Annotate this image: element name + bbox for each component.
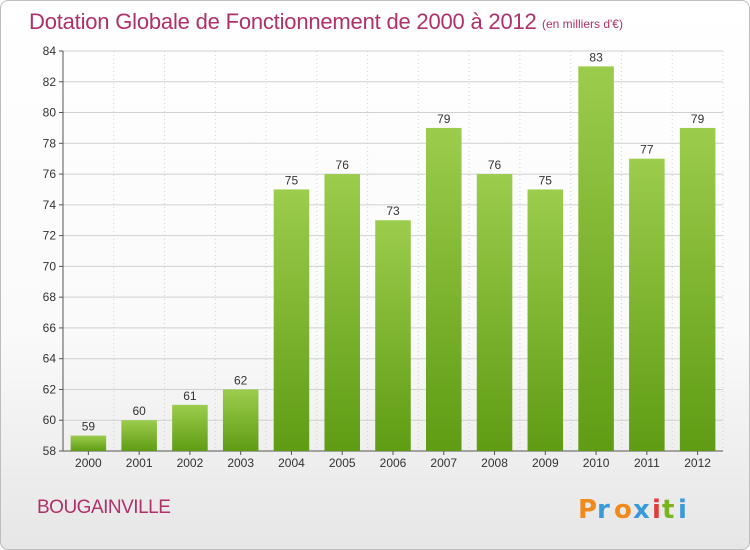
bar-value-label: 79 <box>437 112 451 126</box>
bar <box>476 174 513 452</box>
bar-value-label: 83 <box>589 50 603 64</box>
svg-text:P: P <box>578 495 597 525</box>
x-tick-label: 2001 <box>126 456 153 470</box>
svg-text:i: i <box>652 495 661 525</box>
y-tick-label: 76 <box>43 167 57 181</box>
x-tick-label: 2006 <box>380 456 407 470</box>
bar <box>324 174 360 452</box>
y-tick-label: 64 <box>43 352 57 366</box>
bar-value-label: 77 <box>640 143 654 157</box>
svg-text:x: x <box>633 495 650 525</box>
svg-text:i: i <box>678 495 687 525</box>
bar-value-label: 60 <box>132 404 146 418</box>
x-tick-label: 2000 <box>75 456 102 470</box>
bar-value-label: 75 <box>285 173 299 187</box>
x-tick-label: 2010 <box>583 456 610 470</box>
bar <box>172 404 208 451</box>
bar-value-label: 62 <box>234 373 248 387</box>
y-tick-label: 66 <box>43 321 57 335</box>
bar <box>629 158 665 451</box>
x-tick-label: 2011 <box>634 456 660 470</box>
bar <box>426 127 462 451</box>
x-tick-label: 2002 <box>177 456 204 470</box>
y-tick-label: 82 <box>43 75 57 89</box>
y-tick-label: 74 <box>43 198 57 212</box>
x-tick-label: 2012 <box>684 456 711 470</box>
x-tick-label: 2009 <box>532 456 559 470</box>
y-tick-label: 84 <box>43 44 57 58</box>
bar-value-label: 59 <box>82 420 96 434</box>
bar-value-label: 76 <box>336 158 350 172</box>
chart-title: Dotation Globale de Fonctionnement de 20… <box>29 9 537 34</box>
bar <box>375 220 411 451</box>
x-tick-label: 2008 <box>481 456 508 470</box>
bar <box>222 389 259 451</box>
svg-text:o: o <box>614 495 632 525</box>
x-tick-label: 2003 <box>227 456 254 470</box>
bar <box>679 127 716 451</box>
bar-value-label: 75 <box>539 173 553 187</box>
axes: 58 60 62 64 66 68 70 72 74 76 78 80 82 84 2000 2001 2002… <box>43 44 723 470</box>
y-tick-label: 70 <box>43 259 57 273</box>
y-tick-label: 72 <box>43 229 57 243</box>
bar-value-label: 73 <box>386 204 400 218</box>
bars <box>70 66 716 452</box>
y-tick-label: 60 <box>43 413 57 427</box>
y-tick-label: 78 <box>43 136 57 150</box>
bar <box>273 189 310 451</box>
x-tick-label: 2004 <box>278 456 305 470</box>
svg-text:r: r <box>597 495 610 525</box>
bar-value-label: 76 <box>488 158 502 172</box>
bar-value-label: 61 <box>183 389 197 403</box>
chart-unit: (en milliers d'€) <box>542 17 623 31</box>
bar <box>527 189 564 451</box>
x-tick-label: 2007 <box>430 456 457 470</box>
proxiti-logo: P r o x i t i <box>578 495 687 525</box>
commune-name: BOUGAINVILLE <box>37 497 171 518</box>
y-tick-label: 58 <box>43 444 57 458</box>
bar <box>121 420 157 451</box>
x-tick-label: 2005 <box>329 456 356 470</box>
svg-text:t: t <box>662 495 674 525</box>
y-tick-label: 68 <box>43 290 57 304</box>
bar <box>70 435 107 451</box>
bar <box>578 66 614 451</box>
bar-value-label: 79 <box>691 112 705 126</box>
y-tick-label: 80 <box>43 106 57 120</box>
y-tick-label: 62 <box>43 382 57 396</box>
labels: 59 60 61 62 75 76 73 79 76 75 83 77 79 <box>82 50 705 433</box>
